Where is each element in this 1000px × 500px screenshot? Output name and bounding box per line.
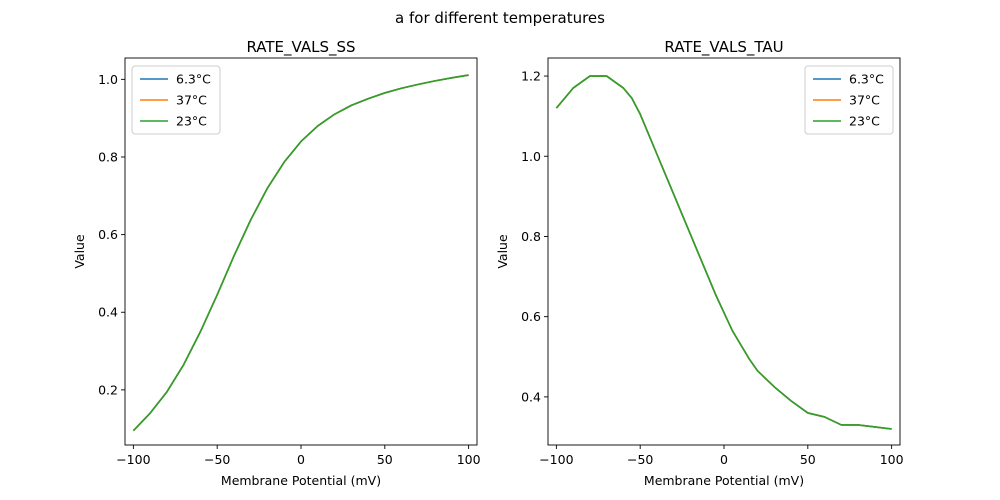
y-tick-label: 0.6 xyxy=(98,227,118,242)
legend-box xyxy=(131,65,221,135)
series-line-ss-2 xyxy=(132,74,469,432)
y-axis-label: Value xyxy=(495,234,510,269)
x-tick-label: −100 xyxy=(539,452,573,467)
x-tick-label: 100 xyxy=(880,452,904,467)
x-tick-label: 50 xyxy=(377,452,393,467)
y-tick-label: 0.2 xyxy=(98,382,118,397)
panel-title-tau: RATE_VALS_TAU xyxy=(664,38,783,57)
x-tick-label: −50 xyxy=(627,452,653,467)
axes-frame xyxy=(124,57,478,446)
x-axis-label: Membrane Potential (mV) xyxy=(221,473,381,488)
legend-label: 37°C xyxy=(849,93,880,108)
y-axis-label: Value xyxy=(72,234,87,269)
legend-label: 6.3°C xyxy=(176,72,211,87)
chart-panel-tau: RATE_VALS_TAU −100 −50 0 50 100 0.4 0.6 0.8 1.0 1.… xyxy=(495,38,904,488)
panel-title-ss: RATE_VALS_SS xyxy=(246,38,355,57)
x-tick-label: −100 xyxy=(116,452,150,467)
chart-panel-ss: RATE_VALS_SS −100 −50 0 50 100 0.2 0.4 0.6 0.8 1.0… xyxy=(72,38,481,488)
axes-frame xyxy=(547,57,901,446)
y-tick-label: 1.0 xyxy=(521,149,541,164)
figure-title: a for different temperatures xyxy=(395,9,605,27)
x-tick-label: −50 xyxy=(204,452,230,467)
y-tick-label: 0.8 xyxy=(98,149,118,164)
y-tick-label: 0.4 xyxy=(98,305,118,320)
x-axis-label: Membrane Potential (mV) xyxy=(644,473,804,488)
y-tick-label: 1.2 xyxy=(521,69,541,84)
legend-label: 23°C xyxy=(849,114,880,129)
series-line-tau-2 xyxy=(555,75,892,430)
x-tick-label: 0 xyxy=(720,452,728,467)
legend-label: 37°C xyxy=(176,93,207,108)
legend-box xyxy=(804,65,894,135)
x-tick-label: 50 xyxy=(800,452,816,467)
y-tick-label: 0.8 xyxy=(521,229,541,244)
legend-label: 23°C xyxy=(176,114,207,129)
y-tick-label: 0.6 xyxy=(521,309,541,324)
x-tick-label: 0 xyxy=(297,452,305,467)
legend-label: 6.3°C xyxy=(849,72,884,87)
y-tick-label: 0.4 xyxy=(521,389,541,404)
x-tick-label: 100 xyxy=(457,452,481,467)
y-tick-label: 1.0 xyxy=(98,72,118,87)
